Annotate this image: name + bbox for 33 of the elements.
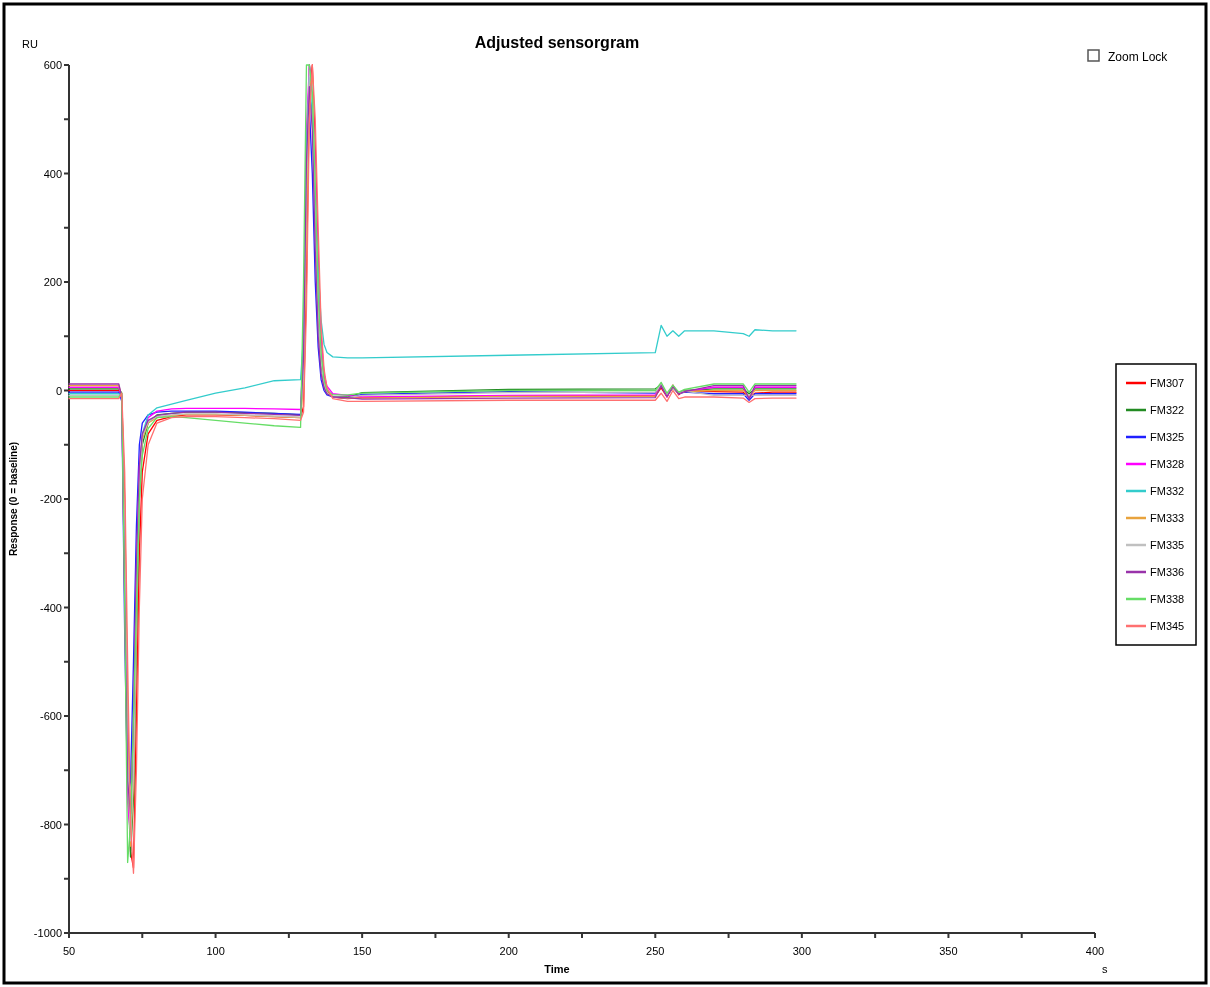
y-tick-label: -600 <box>39 710 62 722</box>
legend-label: FM333 <box>1150 512 1185 524</box>
legend-label: FM328 <box>1150 458 1185 470</box>
y-tick-label: 200 <box>43 276 62 288</box>
y-axis-title: Response (0 = baseline) <box>8 441 19 557</box>
y-tick-label: 0 <box>55 384 62 397</box>
x-tick-label: 50 <box>62 945 76 957</box>
legend-label: FM345 <box>1150 620 1185 632</box>
chart-title: Adjusted sensorgram <box>474 34 640 51</box>
y-tick-label: -400 <box>39 601 62 614</box>
y-tick-label: -200 <box>39 493 62 505</box>
x-tick-label: 100 <box>206 945 225 957</box>
y-tick-label: 600 <box>43 59 62 71</box>
legend-label: FM307 <box>1150 377 1185 389</box>
y-tick-label: -800 <box>39 818 62 831</box>
x-tick-label: 200 <box>499 945 518 957</box>
legend-label: FM336 <box>1150 566 1185 578</box>
text: Zoom Lock <box>1108 50 1169 64</box>
text: s <box>1102 963 1108 975</box>
legend-label: FM338 <box>1150 593 1185 605</box>
x-tick-label: 300 <box>792 945 812 957</box>
legend-label: FM332 <box>1150 485 1185 497</box>
legend-label: FM335 <box>1150 539 1185 551</box>
y-tick-label: 400 <box>43 167 62 180</box>
x-axis-title: Time <box>544 963 570 975</box>
legend-label: FM322 <box>1150 404 1185 416</box>
legend-label: FM325 <box>1150 431 1185 443</box>
x-tick-label: 250 <box>646 945 665 957</box>
x-tick-label: 350 <box>939 945 958 957</box>
y-tick-label: -1000 <box>33 927 62 939</box>
text: RU <box>22 38 38 50</box>
x-tick-label: 150 <box>352 945 372 957</box>
x-tick-label: 400 <box>1085 945 1105 957</box>
